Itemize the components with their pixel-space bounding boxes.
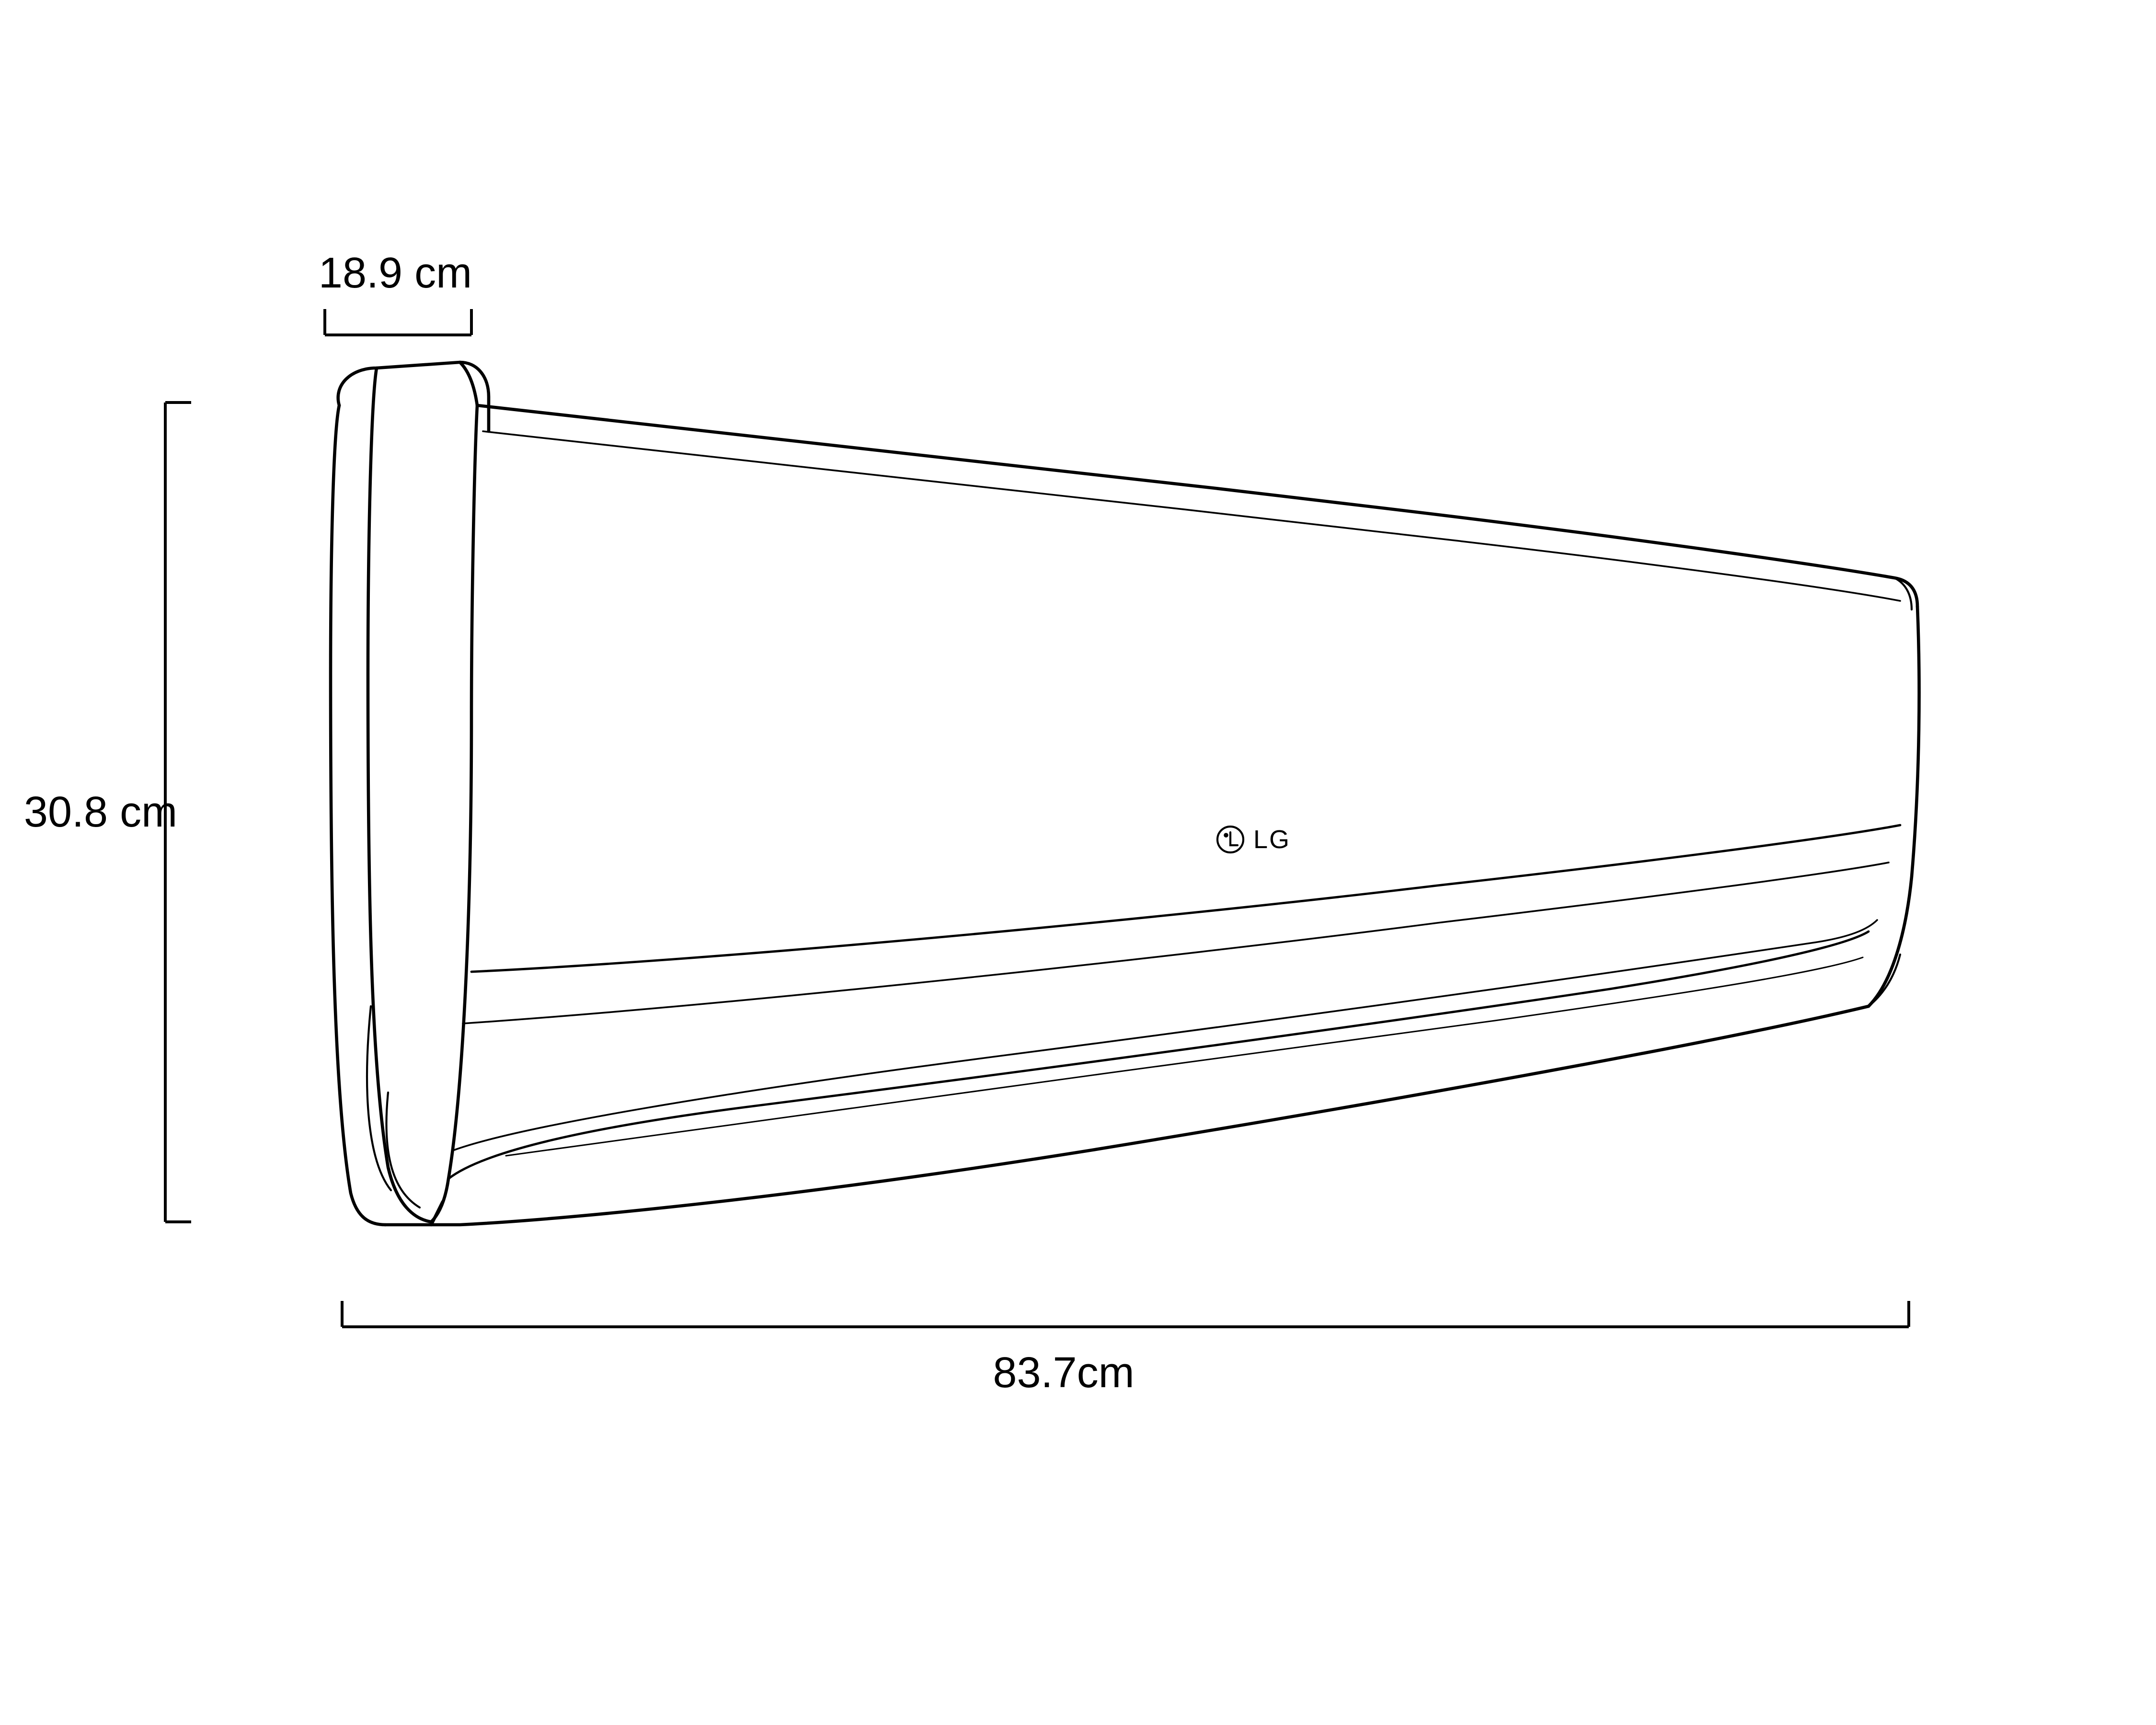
unit-front-body <box>431 405 1919 1225</box>
unit-right-cap <box>1869 578 1912 1006</box>
ac-unit-line-drawing: LG 18.9 cm 30.8 cm <box>0 0 2156 1725</box>
unit-panel-seam <box>463 825 1900 1024</box>
dimension-width-bracket <box>342 1301 1909 1327</box>
dimension-width-label: 83.7cm <box>993 1349 1134 1397</box>
dimension-height-label: 30.8 cm <box>24 788 177 836</box>
unit-side-panel <box>331 362 489 1225</box>
dimension-diagram: LG 18.9 cm 30.8 cm <box>0 0 2156 1725</box>
dimension-depth-label: 18.9 cm <box>319 249 472 297</box>
brand-logo: LG <box>1217 825 1291 854</box>
dimension-depth-bracket <box>325 309 471 335</box>
brand-label: LG <box>1253 825 1291 854</box>
